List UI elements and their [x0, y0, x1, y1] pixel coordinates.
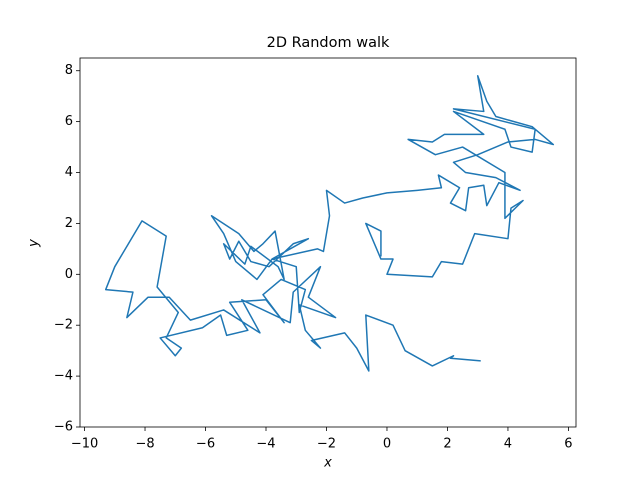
x-tick-label: −6: [196, 437, 215, 452]
y-tick-label: −6: [54, 420, 73, 435]
y-tick-label: −4: [54, 369, 73, 384]
chart-title: 2D Random walk: [267, 35, 390, 51]
walk-line: [104, 75, 555, 372]
x-tick-label: −8: [135, 437, 154, 452]
x-tick-label: 2: [443, 437, 451, 452]
y-tick-label: −2: [54, 318, 73, 333]
plot-frame: [79, 57, 577, 428]
y-tick-label: 2: [65, 216, 73, 231]
x-tick-label: 0: [383, 437, 391, 452]
y-axis-label: y: [27, 239, 42, 248]
y-tick-label: 8: [65, 63, 73, 78]
x-tick-label: −10: [71, 437, 98, 452]
x-axis-label: x: [323, 456, 332, 471]
x-tick-label: 6: [564, 437, 572, 452]
x-tick-label: −4: [256, 437, 275, 452]
y-tick-label: 6: [65, 114, 73, 129]
y-tick-label: 4: [65, 165, 73, 180]
x-tick-label: −2: [317, 437, 336, 452]
x-tick-label: 4: [504, 437, 512, 452]
y-tick-label: 0: [65, 267, 73, 282]
